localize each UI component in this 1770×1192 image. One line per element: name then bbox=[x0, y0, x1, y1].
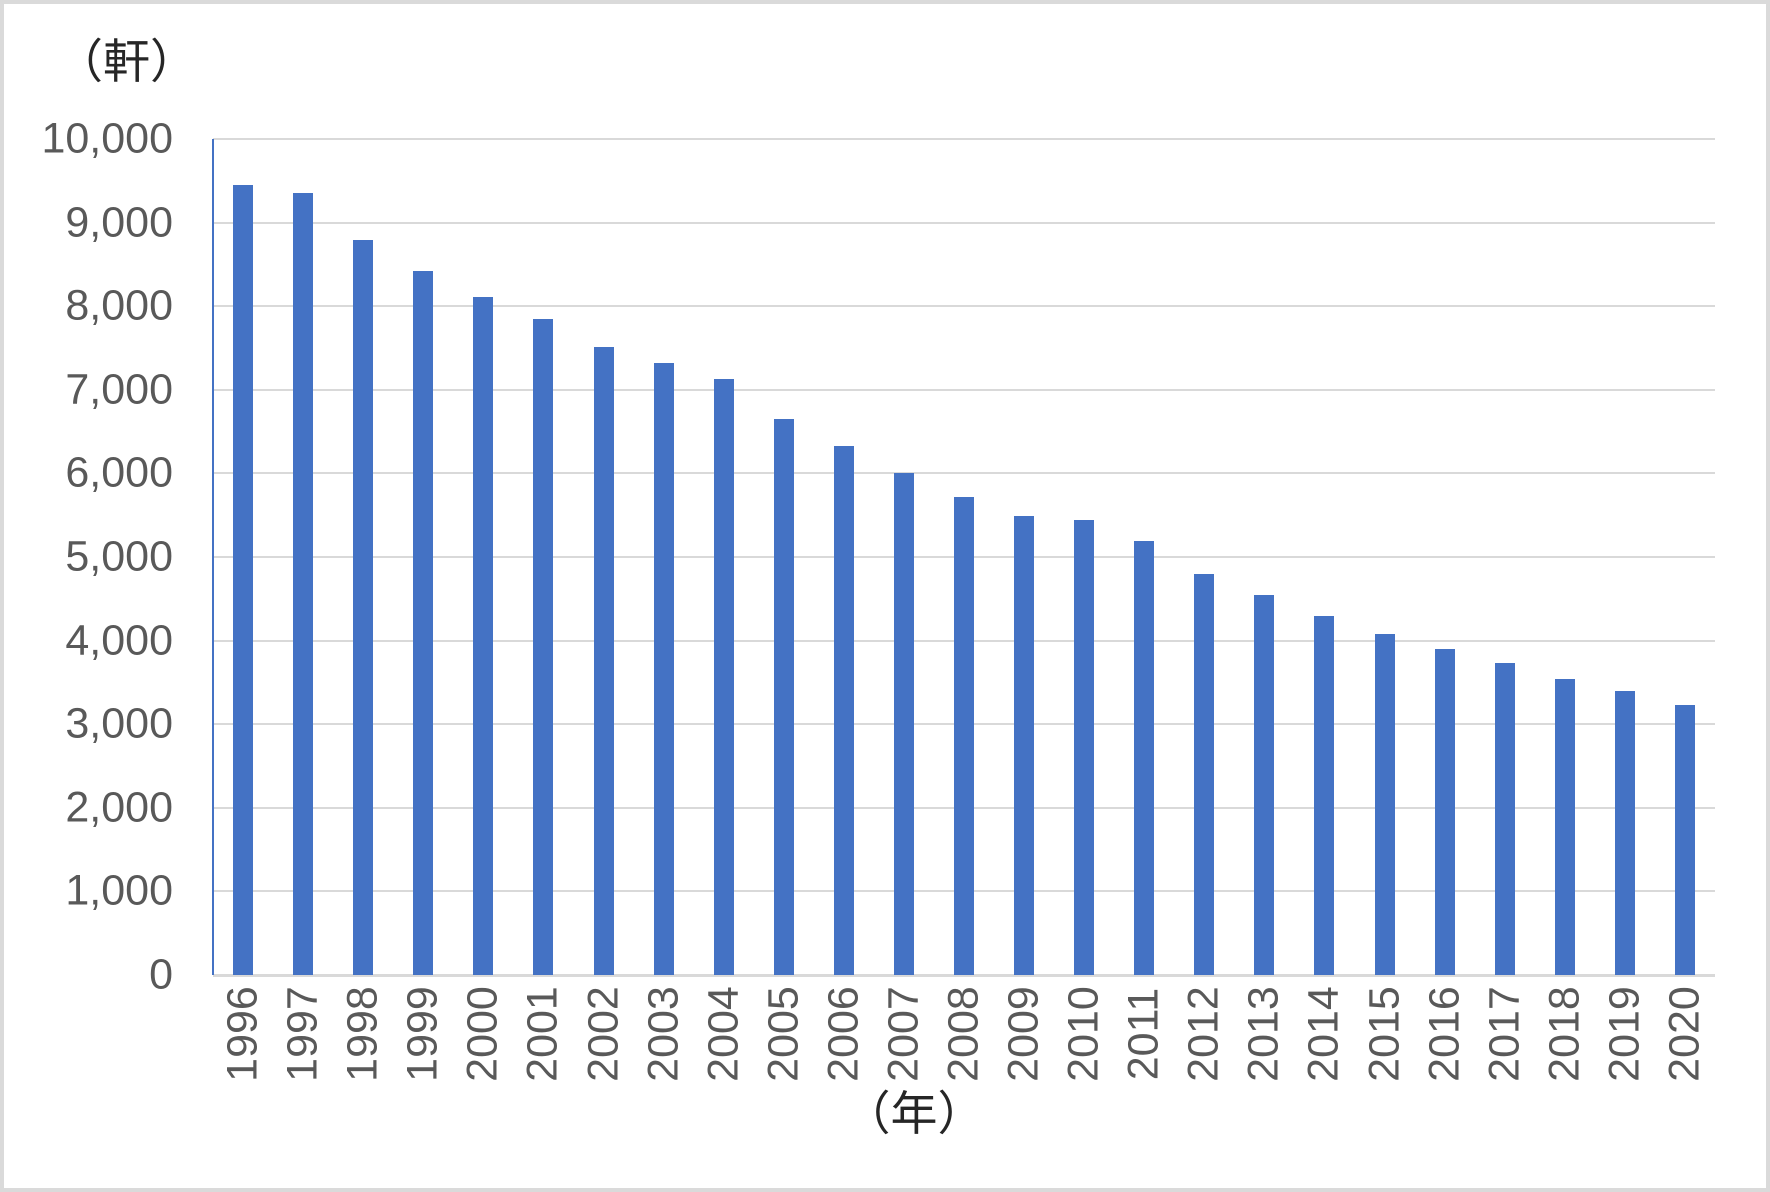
bar-1996 bbox=[233, 184, 254, 975]
x-tick-label-2018: 2018 bbox=[1540, 986, 1589, 1082]
y-tick-label-0: 0 bbox=[149, 950, 173, 999]
gridline-8000 bbox=[213, 305, 1715, 308]
x-tick-label-2016: 2016 bbox=[1420, 986, 1469, 1082]
y-tick-label-5000: 5,000 bbox=[65, 532, 173, 581]
x-axis-line bbox=[213, 974, 1715, 977]
x-tick-label-2017: 2017 bbox=[1480, 986, 1529, 1082]
x-axis-unit-label: （年） bbox=[843, 1087, 985, 1140]
bar-1997 bbox=[293, 192, 314, 975]
gridline-6000 bbox=[213, 472, 1715, 475]
x-tick-label-2013: 2013 bbox=[1239, 986, 1288, 1082]
x-tick-label-2008: 2008 bbox=[939, 986, 988, 1082]
bar-2017 bbox=[1494, 663, 1515, 975]
bar-2016 bbox=[1434, 648, 1455, 975]
gridline-10000 bbox=[213, 138, 1715, 140]
bar-2015 bbox=[1374, 633, 1395, 975]
bar-2013 bbox=[1254, 594, 1275, 975]
bar-2005 bbox=[773, 419, 794, 975]
y-tick-label-8000: 8,000 bbox=[65, 281, 173, 330]
x-tick-label-1999: 1999 bbox=[398, 986, 447, 1082]
x-tick-label-2011: 2011 bbox=[1119, 987, 1168, 1081]
x-tick-label-2005: 2005 bbox=[759, 986, 808, 1082]
bar-1998 bbox=[353, 240, 374, 975]
x-tick-label-2000: 2000 bbox=[458, 986, 507, 1082]
x-tick-label-1997: 1997 bbox=[278, 986, 327, 1082]
y-axis-line bbox=[212, 139, 214, 975]
y-tick-label-1000: 1,000 bbox=[65, 866, 173, 915]
bar-2011 bbox=[1134, 541, 1155, 975]
y-axis-unit-label: （軒） bbox=[56, 35, 197, 88]
y-tick-label-6000: 6,000 bbox=[65, 448, 173, 497]
bar-2018 bbox=[1554, 679, 1575, 975]
bar-2014 bbox=[1314, 615, 1335, 975]
x-tick-label-2006: 2006 bbox=[819, 986, 868, 1082]
x-tick-label-2020: 2020 bbox=[1660, 986, 1709, 1082]
bar-2019 bbox=[1614, 690, 1635, 975]
x-tick-label-2007: 2007 bbox=[879, 986, 928, 1082]
x-tick-label-2002: 2002 bbox=[579, 986, 628, 1082]
bar-2008 bbox=[954, 496, 974, 975]
x-tick-label-2015: 2015 bbox=[1360, 986, 1409, 1082]
x-tick-label-2003: 2003 bbox=[639, 986, 688, 1082]
x-tick-label-2009: 2009 bbox=[999, 986, 1048, 1082]
x-tick-label-2010: 2010 bbox=[1059, 986, 1108, 1082]
y-tick-label-7000: 7,000 bbox=[65, 365, 173, 414]
bar-2009 bbox=[1014, 516, 1035, 975]
bar-2004 bbox=[713, 378, 734, 975]
x-tick-label-2014: 2014 bbox=[1299, 986, 1348, 1082]
y-tick-label-3000: 3,000 bbox=[65, 699, 173, 748]
bar-2006 bbox=[833, 445, 854, 975]
bar-2007 bbox=[893, 472, 914, 975]
bar-2003 bbox=[653, 363, 674, 975]
x-tick-label-2004: 2004 bbox=[699, 986, 748, 1082]
x-tick-label-1996: 1996 bbox=[218, 986, 267, 1082]
bar-2010 bbox=[1074, 520, 1095, 975]
bar-2000 bbox=[473, 297, 494, 975]
y-tick-label-10000: 10,000 bbox=[41, 114, 173, 163]
x-tick-label-2012: 2012 bbox=[1179, 986, 1228, 1082]
gridline-9000 bbox=[213, 221, 1715, 224]
gridline-7000 bbox=[213, 388, 1715, 391]
bar-2012 bbox=[1194, 573, 1215, 975]
bar-1999 bbox=[413, 271, 434, 975]
bar-2001 bbox=[533, 318, 554, 975]
bar-2002 bbox=[593, 347, 614, 975]
y-tick-label-2000: 2,000 bbox=[65, 783, 173, 832]
x-tick-label-2019: 2019 bbox=[1600, 986, 1649, 1082]
y-tick-label-9000: 9,000 bbox=[65, 198, 173, 247]
x-tick-label-2001: 2001 bbox=[518, 986, 567, 1082]
bar-2020 bbox=[1674, 704, 1695, 975]
y-tick-label-4000: 4,000 bbox=[65, 616, 173, 665]
x-tick-label-1998: 1998 bbox=[338, 986, 387, 1082]
